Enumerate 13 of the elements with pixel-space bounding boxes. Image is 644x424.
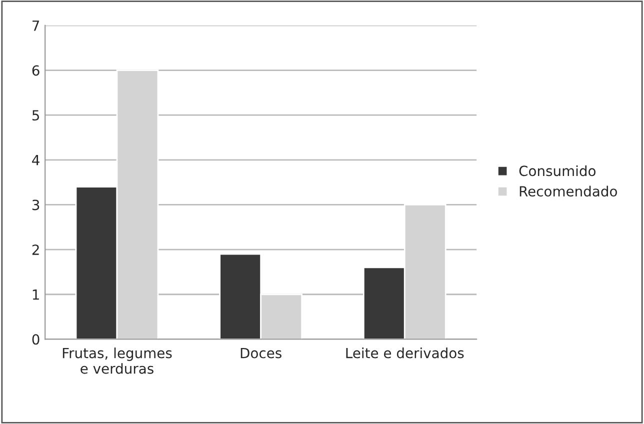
- y-tick-label: 3: [32, 200, 40, 210]
- y-tick-label: 4: [32, 155, 40, 166]
- x-tick-label: Doces: [240, 348, 282, 358]
- y-tick-label: 5: [32, 110, 40, 121]
- x-tick-label: Leite e derivados: [346, 348, 464, 358]
- y-tick-label: 0: [32, 334, 40, 345]
- y-tick-label: 7: [32, 20, 40, 31]
- legend-label: Recomendado: [520, 186, 617, 197]
- x-tick-label: Frutas, legumes e verduras: [62, 348, 172, 374]
- legend-label: Consumido: [519, 165, 596, 176]
- y-tick-label: 1: [32, 290, 39, 300]
- y-tick-label: 6: [32, 65, 40, 76]
- y-tick-label: 2: [32, 244, 39, 255]
